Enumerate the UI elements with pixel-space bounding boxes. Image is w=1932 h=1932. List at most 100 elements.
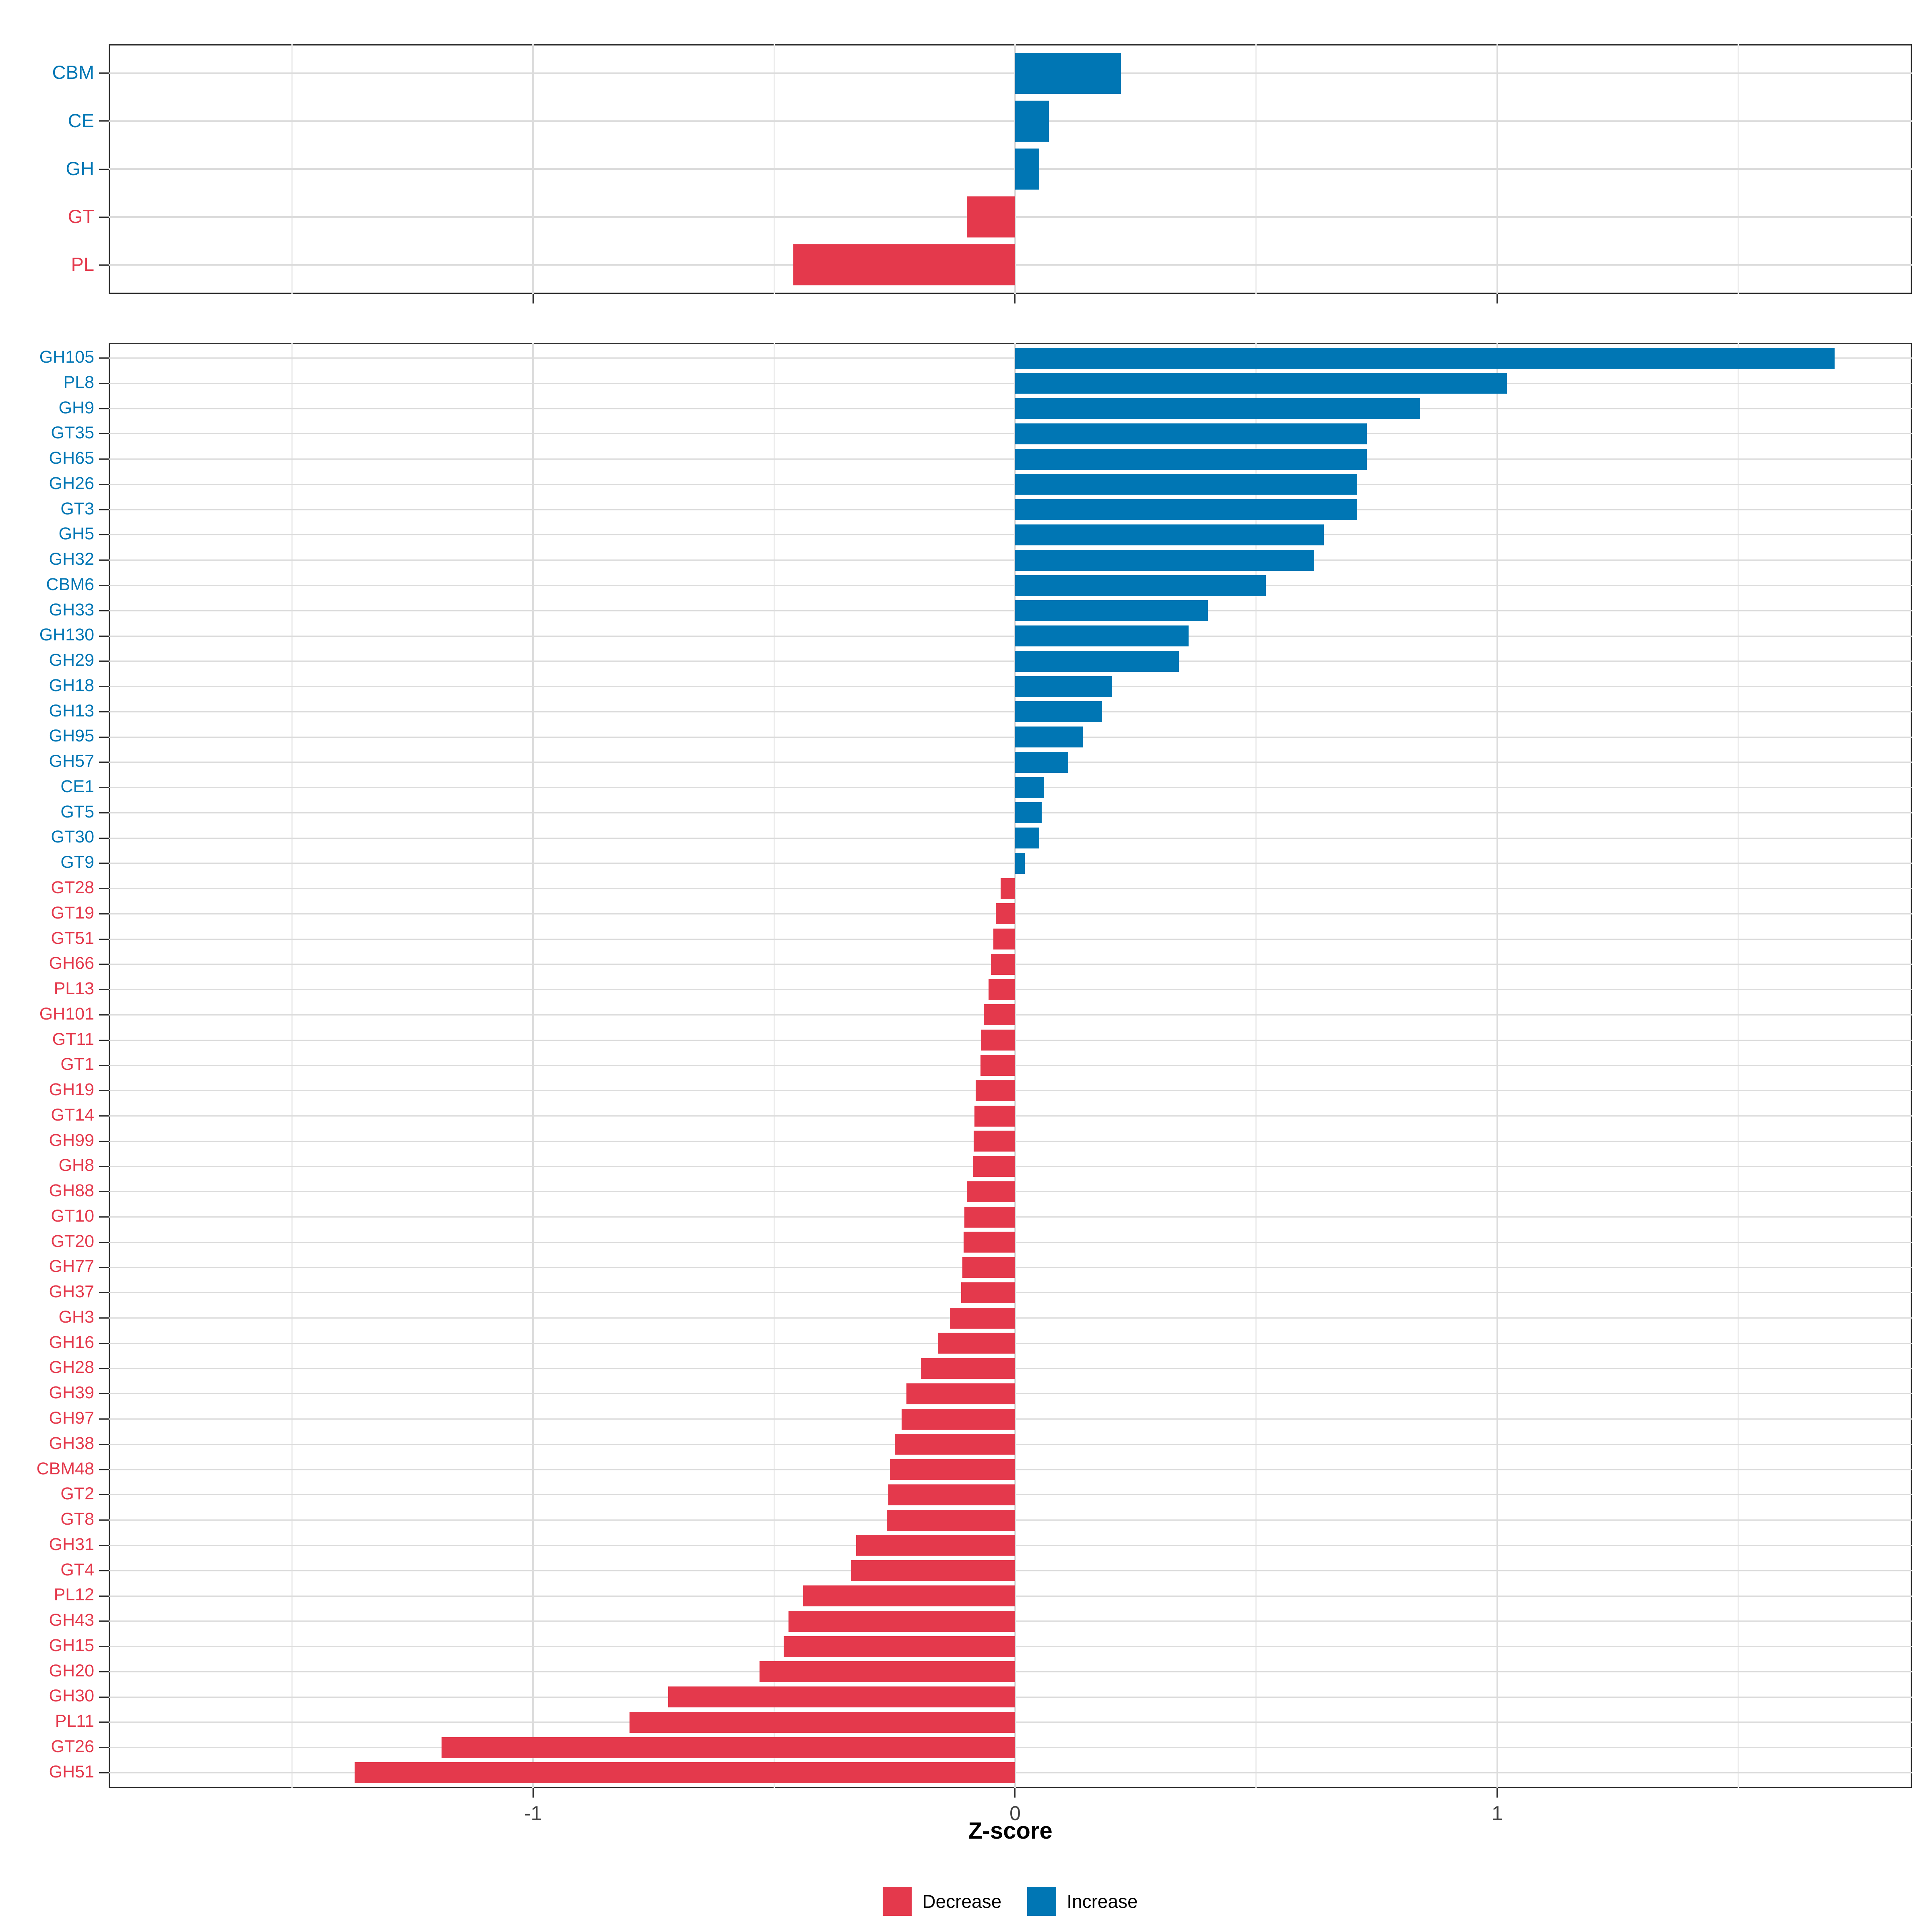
y-axis-tick [99,1418,109,1420]
x-axis-tick [1496,1788,1498,1798]
bar-GH77 [962,1257,1015,1278]
legend-label: Increase [1067,1891,1138,1912]
y-axis-tick [99,1570,109,1571]
y-axis-tick [99,1469,109,1470]
bar-GH32 [1015,549,1314,571]
bar-GH29 [1015,650,1179,672]
y-axis-tick [99,1216,109,1218]
y-label-GH105: GH105 [39,347,94,367]
y-label-GH101: GH101 [39,1004,94,1024]
y-label-GH65: GH65 [49,448,94,468]
bar-GT1 [980,1055,1015,1076]
bar-GT [967,196,1015,238]
bar-GH3 [950,1307,1015,1329]
y-label-CE1: CE1 [60,776,94,796]
row-gridline [109,787,1912,788]
y-axis-tick [99,168,109,170]
y-axis-tick [99,1166,109,1167]
bar-GT11 [981,1030,1015,1051]
y-label-GT28: GT28 [51,878,94,897]
bar-GH37 [961,1282,1015,1303]
bar-GH16 [938,1333,1015,1354]
y-label-PL13: PL13 [54,979,94,999]
y-label-GT1: GT1 [60,1055,94,1074]
y-label-GH18: GH18 [49,675,94,695]
y-label-PL8: PL8 [63,372,94,392]
y-axis-tick [99,686,109,687]
y-axis-tick [99,1646,109,1647]
y-axis-tick [99,1317,109,1319]
y-axis-tick [99,1014,109,1016]
bar-GH26 [1015,474,1358,495]
y-label-CBM48: CBM48 [36,1459,94,1478]
y-axis-tick [99,1747,109,1748]
bar-GH65 [1015,448,1367,470]
row-gridline [109,837,1912,839]
row-gridline [109,120,1912,122]
y-axis-tick [99,938,109,940]
x-tick-label: -1 [524,1802,542,1825]
bar-GH88 [967,1181,1015,1202]
bar-GH20 [760,1661,1015,1682]
bar-GH18 [1015,676,1112,697]
y-axis-tick [99,762,109,763]
y-label-GT9: GT9 [60,852,94,872]
bar-CBM6 [1015,575,1266,596]
y-label-GT2: GT2 [60,1484,94,1504]
y-axis-tick [99,1494,109,1496]
bar-GT35 [1015,423,1367,444]
y-axis-tick [99,1721,109,1723]
row-gridline [109,382,1912,384]
y-label-GT19: GT19 [51,903,94,923]
row-gridline [109,433,1912,435]
bar-GH57 [1015,751,1068,773]
y-axis-tick [99,1620,109,1622]
x-axis-tick [1496,294,1498,303]
y-label-GT26: GT26 [51,1736,94,1756]
row-gridline [109,408,1912,409]
bar-GH13 [1015,701,1102,722]
y-label-GH37: GH37 [49,1282,94,1302]
bar-GH43 [788,1610,1015,1632]
y-axis-tick [99,1671,109,1672]
y-label-GH3: GH3 [58,1307,94,1327]
y-axis-tick [99,382,109,384]
y-label-GT20: GT20 [51,1231,94,1251]
y-axis-tick [99,964,109,965]
y-label-GH32: GH32 [49,549,94,569]
y-label-CBM: CBM [52,62,94,83]
bar-GH99 [973,1131,1015,1152]
y-label-CBM6: CBM6 [46,574,94,594]
legend-key-decrease [883,1887,912,1916]
row-gridline [109,509,1912,510]
bar-GH [1015,149,1039,190]
y-axis-tick [99,1595,109,1597]
row-gridline [109,458,1912,460]
y-label-GT30: GT30 [51,827,94,847]
bar-GH15 [784,1636,1015,1657]
row-gridline [109,686,1912,687]
y-axis-tick [99,913,109,914]
y-label-GH38: GH38 [49,1433,94,1453]
bar-GT26 [441,1737,1015,1758]
bar-GH95 [1015,727,1083,748]
y-label-GH9: GH9 [58,398,94,417]
y-axis-tick [99,1267,109,1268]
bar-PL11 [629,1711,1015,1733]
y-axis-tick [99,1115,109,1117]
y-axis-tick [99,1191,109,1193]
bar-GH31 [856,1535,1015,1556]
y-axis-tick [99,888,109,890]
row-gridline [109,168,1912,170]
row-gridline [109,483,1912,485]
x-axis-tick [532,294,534,303]
y-axis-tick [99,989,109,991]
y-label-GT35: GT35 [51,423,94,443]
legend-label: Decrease [922,1891,1002,1912]
y-label-PL11: PL11 [55,1711,94,1731]
bar-GT19 [996,903,1015,925]
y-label-GT8: GT8 [60,1509,94,1529]
y-label-GH97: GH97 [49,1408,94,1428]
row-gridline [109,72,1912,74]
bar-GT9 [1015,852,1025,874]
